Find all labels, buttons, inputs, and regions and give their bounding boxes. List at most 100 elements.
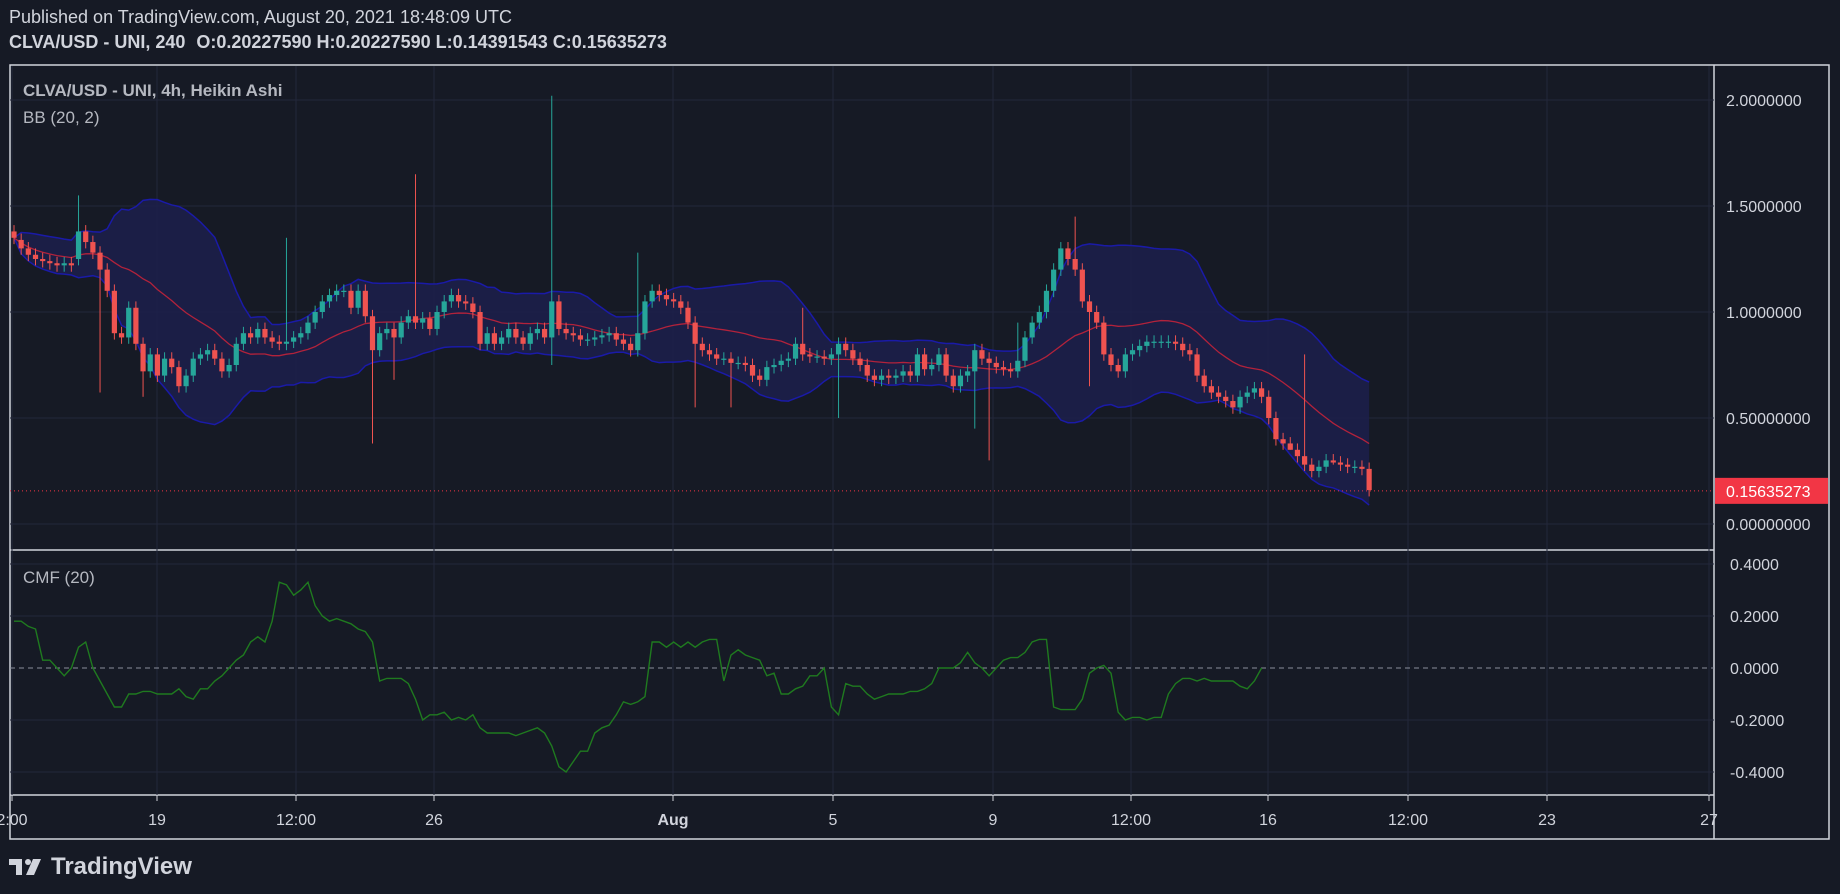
candle-body bbox=[706, 350, 713, 355]
candle-body bbox=[656, 290, 662, 296]
symbol-ohlc-line: CLVA/USD - UNI, 240 O:0.20227590 H:0.202… bbox=[9, 32, 667, 53]
candle-body bbox=[420, 318, 426, 323]
candle-body bbox=[262, 328, 268, 338]
candle-body bbox=[240, 333, 247, 344]
candle-body bbox=[893, 375, 899, 378]
candle-body bbox=[455, 295, 462, 302]
low-value: 0.14391543 bbox=[452, 32, 548, 52]
candle-body bbox=[929, 365, 935, 370]
candle-body bbox=[800, 343, 806, 355]
candle-body bbox=[1201, 375, 1207, 387]
candle-body bbox=[671, 299, 677, 302]
bb-band-fill bbox=[14, 199, 1370, 506]
candle-body bbox=[441, 301, 447, 312]
cmf-tick-label: -0.2000 bbox=[1730, 713, 1784, 730]
cmf-tick-label: 0.0000 bbox=[1730, 661, 1779, 678]
candle-body bbox=[1323, 460, 1329, 467]
candle-body bbox=[1258, 388, 1265, 397]
candle-body bbox=[255, 328, 261, 338]
candle-body bbox=[599, 335, 605, 338]
candle-body bbox=[463, 301, 469, 304]
candle-body bbox=[549, 301, 555, 338]
candle-body bbox=[1015, 360, 1021, 372]
candle-body bbox=[1008, 369, 1014, 372]
candle-body bbox=[878, 375, 885, 380]
candle-body bbox=[334, 290, 340, 296]
candle-body bbox=[742, 362, 748, 365]
cmf-line bbox=[14, 580, 1263, 773]
brand-name: TradingView bbox=[51, 853, 192, 880]
candle-body bbox=[1108, 354, 1114, 365]
candle-body bbox=[97, 252, 103, 270]
candle-body bbox=[613, 333, 619, 340]
candle-body bbox=[1072, 259, 1078, 270]
candle-body bbox=[1079, 269, 1085, 302]
candle-body bbox=[269, 337, 275, 342]
candle-body bbox=[520, 337, 526, 344]
candle-body bbox=[498, 337, 505, 344]
candle-body bbox=[986, 358, 992, 363]
candle-body bbox=[678, 301, 684, 308]
candle-body bbox=[814, 356, 820, 358]
time-tick-label: 12:00 bbox=[276, 812, 316, 829]
candle-body bbox=[1101, 322, 1107, 355]
candle-body bbox=[1337, 462, 1344, 465]
candle-body bbox=[1309, 464, 1315, 471]
candle-body bbox=[412, 316, 419, 323]
candle-body bbox=[1366, 468, 1372, 491]
candle-body bbox=[25, 248, 31, 255]
time-tick-label: 26 bbox=[425, 812, 443, 829]
candle-body bbox=[68, 263, 74, 266]
candle-body bbox=[628, 343, 634, 351]
candle-body bbox=[384, 328, 390, 334]
time-tick-label: 19 bbox=[148, 812, 166, 829]
candle-body bbox=[212, 350, 218, 359]
candle-body bbox=[1094, 312, 1100, 323]
candle-body bbox=[40, 259, 46, 262]
candle-body bbox=[585, 339, 591, 341]
cmf-tick-label: 0.4000 bbox=[1730, 557, 1779, 574]
candle-body bbox=[821, 356, 827, 359]
candle-body bbox=[1115, 365, 1121, 372]
candle-body bbox=[1273, 418, 1279, 440]
candle-body bbox=[355, 290, 361, 308]
candle-body bbox=[1287, 443, 1293, 450]
candle-body bbox=[685, 307, 691, 323]
candle-body bbox=[1215, 392, 1222, 397]
tradingview-logo-icon bbox=[9, 859, 41, 875]
close-value: 0.15635273 bbox=[571, 32, 667, 52]
candle-body bbox=[1302, 456, 1308, 465]
candle-body bbox=[506, 328, 512, 338]
time-tick-label: 16 bbox=[1259, 812, 1277, 829]
cmf-indicator-label: CMF (20) bbox=[23, 568, 95, 587]
candle-body bbox=[936, 354, 942, 365]
candle-body bbox=[1151, 341, 1157, 343]
candle-body bbox=[721, 358, 727, 360]
candle-body bbox=[147, 354, 153, 372]
candle-body bbox=[1251, 388, 1258, 393]
candle-body bbox=[1058, 248, 1064, 270]
candle-body bbox=[735, 362, 741, 365]
candle-body bbox=[1065, 248, 1071, 259]
bb-indicator-label: BB (20, 2) bbox=[23, 108, 100, 127]
candle-body bbox=[283, 341, 290, 344]
candle-body bbox=[1187, 350, 1193, 355]
candle-body bbox=[312, 312, 318, 323]
time-tick-label: 5 bbox=[829, 812, 838, 829]
price-tick-label: 0.00000000 bbox=[1726, 517, 1811, 534]
candle-body bbox=[943, 354, 949, 376]
candle-body bbox=[204, 350, 211, 355]
candle-body bbox=[319, 301, 325, 312]
candle-body bbox=[563, 328, 569, 334]
time-tick-label: 12:00 bbox=[1111, 812, 1151, 829]
candle-body bbox=[1223, 396, 1229, 402]
candle-body bbox=[362, 290, 368, 317]
price-tick-label: 2.0000000 bbox=[1726, 93, 1802, 110]
candle-body bbox=[1208, 386, 1214, 393]
candle-body bbox=[592, 337, 598, 340]
time-tick-label: 2:00 bbox=[0, 812, 28, 829]
candle-body bbox=[541, 328, 548, 338]
candle-body bbox=[764, 367, 770, 380]
candle-body bbox=[785, 358, 791, 361]
